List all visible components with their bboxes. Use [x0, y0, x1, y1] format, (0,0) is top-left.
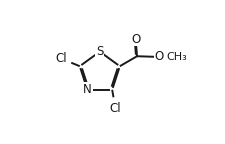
Text: N: N [83, 83, 92, 96]
Text: CH₃: CH₃ [166, 52, 187, 62]
Text: Cl: Cl [55, 52, 67, 65]
Text: O: O [155, 50, 164, 63]
Text: S: S [96, 45, 104, 58]
Text: O: O [131, 33, 141, 46]
Text: Cl: Cl [110, 102, 121, 115]
